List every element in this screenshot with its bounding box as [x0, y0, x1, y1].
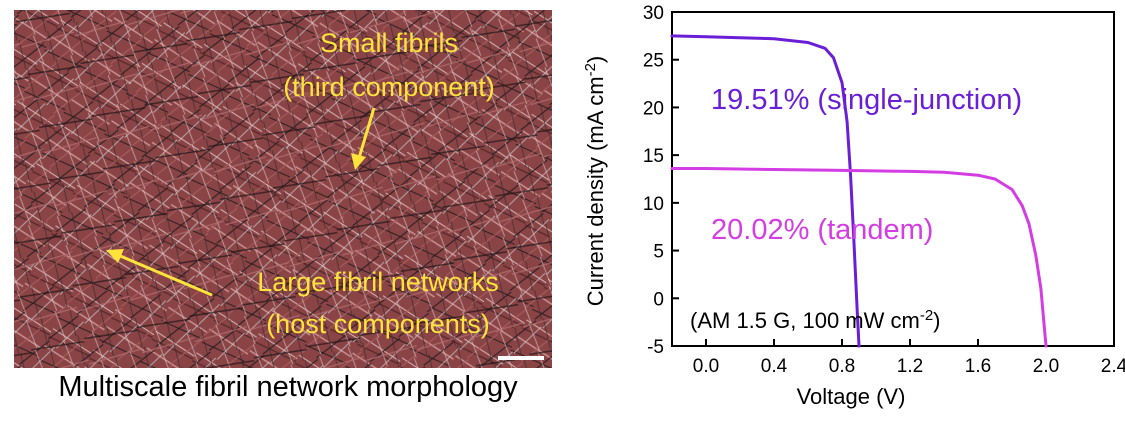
annotation-small-fibrils-line1: Small fibrils — [320, 28, 458, 58]
y-tick-label: 5 — [653, 242, 664, 263]
annotation-arrow-large-fibrils — [117, 253, 213, 297]
annotation-arrowhead-small-fibrils — [351, 153, 366, 170]
micrograph-image: Small fibrils (third component) Large fi… — [14, 10, 552, 368]
annotation-arrowhead-large-fibrils — [106, 249, 124, 263]
x-tick-label: 0.0 — [693, 356, 719, 377]
y-tick-label: 15 — [643, 146, 664, 167]
legend-tandem: 20.02% (tandem) — [711, 214, 933, 246]
annotation-large-fibrils-line2: (host components) — [266, 309, 490, 339]
y-tick-label: 25 — [643, 51, 664, 72]
annotation-large-fibrils-line1: Large fibril networks — [257, 267, 499, 297]
x-tick-label: 0.4 — [761, 356, 788, 377]
x-tick-label: 2.0 — [1033, 356, 1059, 377]
x-tick-label: 2.4 — [1101, 356, 1125, 377]
y-tick-label: 0 — [653, 289, 664, 310]
series-line-tandem — [670, 167, 1048, 348]
y-axis-label: Current density (mA cm-2) — [582, 56, 608, 307]
measurement-condition: (AM 1.5 G, 100 mW cm-2) — [690, 307, 941, 333]
y-tick-label: 30 — [643, 3, 664, 24]
jv-chart: 0.0 0.4 0.8 1.2 1.6 2.0 2.4 -5 0 5 10 15 20 25 30 Volt… — [582, 3, 1125, 409]
legend-single-junction: 19.51% (single-junction) — [711, 84, 1022, 116]
y-tick-label: -5 — [647, 337, 664, 358]
annotation-small-fibrils-line2: (third component) — [283, 72, 495, 102]
micrograph-caption: Multiscale fibril network morphology — [58, 371, 518, 403]
x-tick-label: 0.8 — [829, 356, 855, 377]
x-tick-label: 1.6 — [965, 356, 991, 377]
annotation-arrow-small-fibrils — [357, 107, 376, 159]
series-line-single-junction — [670, 34, 861, 348]
y-tick-label: 10 — [643, 194, 664, 215]
x-axis-label: Voltage (V) — [797, 384, 906, 409]
y-tick-label: 20 — [643, 98, 664, 119]
plot-frame — [671, 11, 1115, 347]
x-tick-label: 1.2 — [897, 356, 923, 377]
